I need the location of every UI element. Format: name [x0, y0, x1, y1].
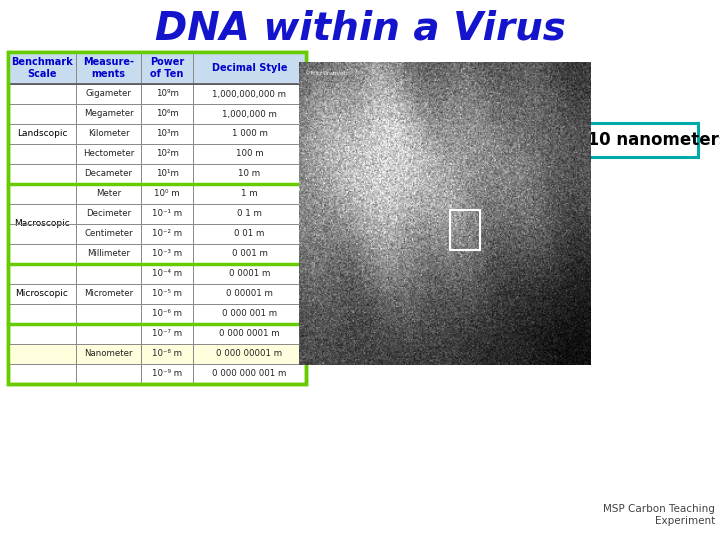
- Text: Microscopic: Microscopic: [16, 289, 68, 299]
- Text: Megameter: Megameter: [84, 110, 133, 118]
- Text: 1 m: 1 m: [241, 190, 258, 199]
- Text: 0 1 m: 0 1 m: [237, 210, 262, 219]
- Bar: [8, 52, 306, 84]
- Text: Decameter: Decameter: [84, 170, 132, 179]
- Text: Hectometer: Hectometer: [83, 150, 134, 159]
- FancyArrow shape: [309, 347, 341, 361]
- Bar: [8, 344, 306, 364]
- Text: 0 000 00001 m: 0 000 00001 m: [217, 349, 282, 359]
- Text: 0 000 000 001 m: 0 000 000 001 m: [212, 369, 287, 379]
- Text: Meter: Meter: [96, 190, 121, 199]
- Bar: [8, 52, 306, 384]
- Text: 10⁻⁶ m: 10⁻⁶ m: [152, 309, 182, 319]
- Text: Gigameter: Gigameter: [86, 90, 132, 98]
- Text: 10²m: 10²m: [156, 150, 179, 159]
- Text: Benchmark
Scale: Benchmark Scale: [11, 57, 73, 79]
- Text: Measure-
ments: Measure- ments: [83, 57, 134, 79]
- Text: 0 000 001 m: 0 000 001 m: [222, 309, 277, 319]
- Text: −8: −8: [393, 126, 411, 139]
- Text: 0 01 m: 0 01 m: [234, 230, 265, 239]
- Text: 0 00001 m: 0 00001 m: [226, 289, 273, 299]
- Text: 0 001 m: 0 001 m: [232, 249, 267, 259]
- Text: Kilometer: Kilometer: [88, 130, 130, 138]
- Text: 10⁰ m: 10⁰ m: [154, 190, 180, 199]
- Text: Decimeter: Decimeter: [86, 210, 131, 219]
- Text: Micrometer: Micrometer: [84, 289, 133, 299]
- Text: 10⁻⁸ m: 10⁻⁸ m: [152, 349, 182, 359]
- Text: 1 000 m: 1 000 m: [232, 130, 267, 138]
- Text: 10 m: 10 m: [238, 170, 261, 179]
- Text: 100 m: 100 m: [235, 150, 264, 159]
- Text: Nanometer: Nanometer: [84, 349, 132, 359]
- Bar: [8, 52, 306, 384]
- Text: Power
of Ten: Power of Ten: [150, 57, 184, 79]
- Text: Millimeter: Millimeter: [87, 249, 130, 259]
- Text: 10⁻³ m: 10⁻³ m: [152, 249, 182, 259]
- Text: Decimal Style: Decimal Style: [212, 63, 287, 73]
- Text: 10⁻⁹ m: 10⁻⁹ m: [152, 369, 182, 379]
- Text: 10⁹m: 10⁹m: [156, 90, 179, 98]
- Text: 10⁻¹ m: 10⁻¹ m: [152, 210, 182, 219]
- Text: 10⁻⁷ m: 10⁻⁷ m: [152, 329, 182, 339]
- Text: ©Fritz Prum/etc: ©Fritz Prum/etc: [305, 71, 348, 76]
- Text: 10⁻⁵ m: 10⁻⁵ m: [152, 289, 182, 299]
- Text: 10¹m: 10¹m: [156, 170, 179, 179]
- Text: MSP Carbon Teaching
Experiment: MSP Carbon Teaching Experiment: [603, 504, 715, 526]
- Text: 0 0001 m: 0 0001 m: [229, 269, 270, 279]
- Text: Centimeter: Centimeter: [84, 230, 132, 239]
- Bar: [310, 123, 698, 157]
- Text: 10³m: 10³m: [156, 130, 179, 138]
- Text: Scale: 10: Scale: 10: [320, 131, 405, 149]
- Text: DNA within a Virus: DNA within a Virus: [155, 9, 565, 47]
- Text: Landscopic: Landscopic: [17, 130, 67, 138]
- Text: 0 000 0001 m: 0 000 0001 m: [219, 329, 280, 339]
- Text: Macroscopic: Macroscopic: [14, 219, 70, 228]
- Text: meters = 10 nm = 10 nanometers: meters = 10 nm = 10 nanometers: [407, 131, 720, 149]
- Text: 10⁻² m: 10⁻² m: [152, 230, 182, 239]
- Text: 1,000,000 m: 1,000,000 m: [222, 110, 277, 118]
- Text: 1,000,000,000 m: 1,000,000,000 m: [212, 90, 287, 98]
- Text: 10⁻⁴ m: 10⁻⁴ m: [152, 269, 182, 279]
- Text: 10⁶m: 10⁶m: [156, 110, 179, 118]
- Bar: [451, 210, 480, 249]
- Text: Atomic-
molecular: Atomic- molecular: [17, 345, 67, 364]
